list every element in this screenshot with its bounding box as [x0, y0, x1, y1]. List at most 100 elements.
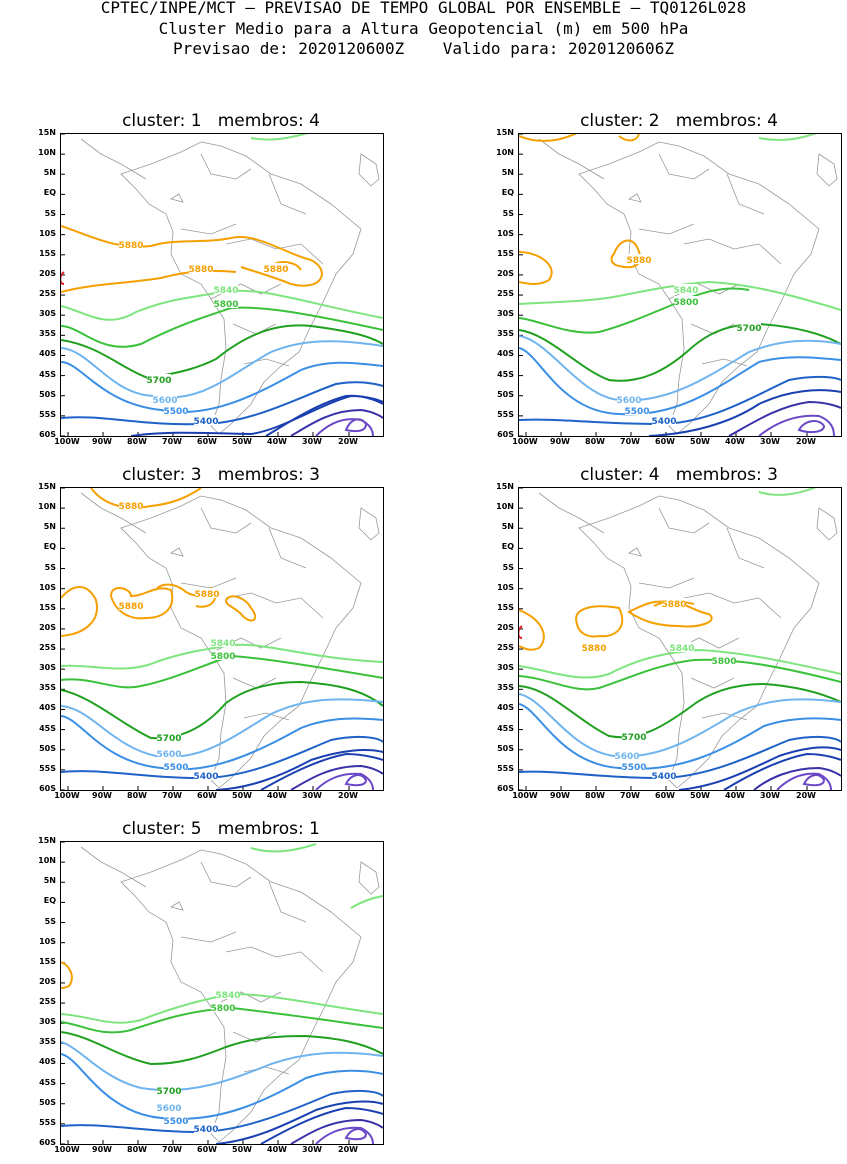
lat-tick-label: 5S: [44, 916, 56, 926]
contour-line: [758, 488, 817, 496]
contour-label-bg: [147, 374, 171, 384]
coastline: [268, 881, 307, 923]
coastline: [268, 173, 307, 215]
lat-tick-label: 35S: [497, 683, 514, 693]
cluster-panel-4: cluster: 4 membros: 3 15N 10N 5N EQ 5S 10S 15S 2…: [458, 465, 842, 810]
contour-line: [61, 961, 73, 989]
map-plot: 5880 5880 5880 5840 5800 5700 5600 5500 5400: [60, 487, 384, 791]
cluster-panel-2: cluster: 2 membros: 4 15N 10N 5N EQ 5S 10S 15S 2…: [458, 111, 842, 456]
lon-tick-label: 80W: [585, 791, 605, 800]
coastline: [638, 577, 695, 589]
lat-tick-label: EQ: [43, 188, 56, 198]
contour-label-bg: [189, 263, 213, 273]
contour-label: 5500: [621, 763, 646, 773]
coastline: [120, 849, 362, 1143]
lat-tick-label: 40S: [497, 349, 514, 359]
contour-label: 5700: [156, 734, 181, 744]
lat-tick-label: 5N: [43, 876, 56, 886]
contour-line: [723, 752, 841, 790]
contour-label: 5700: [146, 376, 171, 386]
lat-tick-label: 55S: [39, 763, 56, 773]
coastline: [578, 141, 820, 435]
lat-tick-label: 10S: [497, 228, 514, 238]
contour-line: [758, 134, 817, 141]
header-line-3: Previsao de: 2020120600Z Valido para: 20…: [173, 39, 674, 58]
contour-line: [519, 280, 841, 311]
contour-label: 5600: [152, 396, 177, 406]
contour-label-bg: [157, 748, 181, 758]
lat-tick-label: 15N: [496, 128, 514, 137]
coastline: [268, 527, 307, 569]
lat-tick-label: 40S: [39, 1057, 56, 1067]
coastline: [358, 153, 380, 187]
contour-label: 5400: [193, 417, 218, 427]
contour-label-bg: [164, 1115, 188, 1125]
contour-label: 5880: [118, 241, 143, 251]
lon-tick-label: 50W: [232, 437, 252, 446]
contour-label-bg: [674, 284, 698, 294]
contour-label: 5500: [163, 1117, 188, 1127]
contour-line: [260, 752, 383, 790]
lat-tick-label: 5S: [44, 562, 56, 572]
lon-tick-label: 50W: [690, 791, 710, 800]
contour-label: 5800: [711, 657, 736, 667]
lon-tick-label: 80W: [127, 437, 147, 446]
lon-tick-label: 20W: [338, 1145, 358, 1154]
lat-tick-label: 40S: [497, 703, 514, 713]
lon-tick-label: 60W: [197, 437, 217, 446]
contour-line: [350, 895, 383, 909]
contour-label: 5880: [626, 256, 651, 266]
header-line-2: Cluster Medio para a Altura Geopotencial…: [158, 19, 689, 38]
lon-tick-label: 40W: [725, 791, 745, 800]
contour-label: 5600: [614, 752, 639, 762]
contour-line: [519, 693, 841, 758]
contour-line: [224, 595, 257, 622]
contour-line: [61, 654, 383, 689]
lon-tick-label: 70W: [620, 437, 640, 446]
lat-tick-label: 60S: [497, 430, 514, 439]
contour-label-bg: [712, 655, 736, 665]
contour-line: [802, 774, 826, 787]
contour-line: [519, 648, 841, 679]
lon-tick-label: 90W: [92, 1145, 112, 1154]
coastline: [658, 153, 710, 180]
contour-label-bg: [211, 1002, 235, 1012]
coastline: [690, 323, 735, 335]
lat-tick-label: 25S: [497, 643, 514, 653]
contour-line: [61, 735, 383, 780]
lat-tick-label: 15N: [38, 482, 56, 491]
contour-label: 5880: [118, 602, 143, 612]
contour-label-bg: [214, 298, 238, 308]
lon-tick-label: 90W: [92, 437, 112, 446]
lon-tick-label: 50W: [232, 1145, 252, 1154]
contour-label: 5800: [673, 298, 698, 308]
map-plot: 5880 5840 5800 5700 5600 5500 5400: [518, 133, 842, 437]
contour-label: 5700: [156, 1087, 181, 1097]
lat-tick-label: 60S: [39, 784, 56, 793]
contour-label: 5880: [194, 590, 219, 600]
contour-label: 5840: [210, 639, 235, 649]
lon-tick-label: 40W: [267, 791, 287, 800]
contour-label-bg: [194, 770, 218, 780]
contour-line: [519, 703, 841, 770]
contour-label-bg: [737, 322, 761, 332]
contour-label: 5840: [669, 644, 694, 654]
lon-tick-label: 40W: [267, 1145, 287, 1154]
lat-tick-label: 30S: [497, 309, 514, 319]
coastline: [80, 138, 147, 180]
lat-tick-label: 20S: [497, 268, 514, 278]
cluster-title: cluster: 2 membros: 4: [580, 111, 778, 131]
coastline: [638, 223, 695, 235]
lat-tick-label: 30S: [39, 663, 56, 673]
contour-label-bg: [195, 588, 219, 598]
contour-line: [344, 774, 368, 787]
contour-label-bg: [615, 750, 639, 760]
coastline: [225, 238, 324, 265]
contour-line: [797, 420, 826, 434]
contour-line: [519, 609, 545, 651]
coastline: [816, 507, 838, 541]
lat-tick-label: 30S: [497, 663, 514, 673]
lon-tick-label: 90W: [550, 791, 570, 800]
